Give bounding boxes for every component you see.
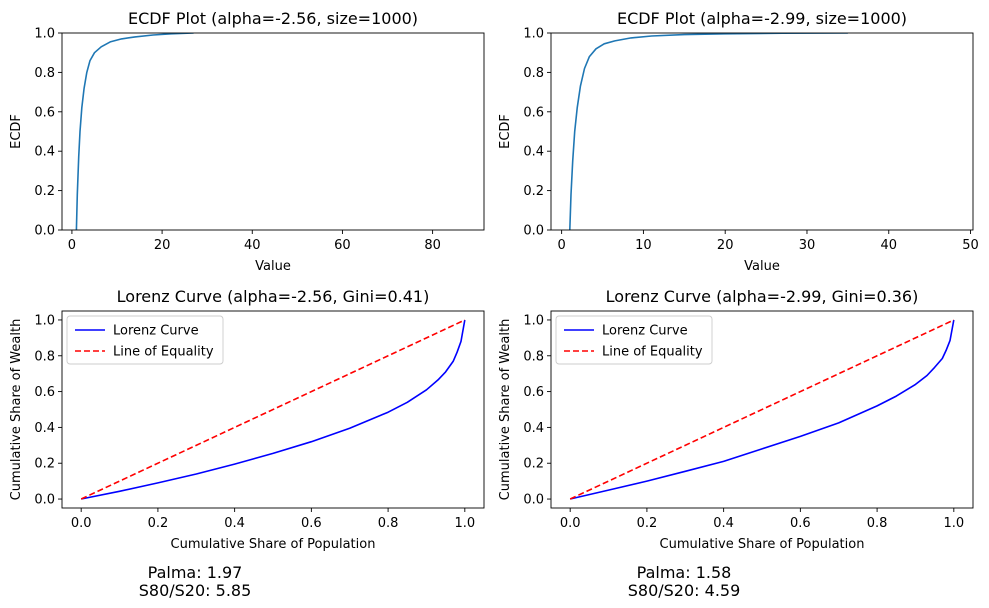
x-axis-label: Cumulative Share of Population <box>660 537 865 552</box>
y-tick-label: 0.6 <box>34 385 55 400</box>
y-axis-label: ECDF <box>9 114 24 149</box>
y-tick-label: 1.0 <box>523 27 544 42</box>
chart-title: ECDF Plot (alpha=-2.99, size=1000) <box>617 9 907 28</box>
legend: Lorenz Curve Line of Equality <box>555 315 713 365</box>
legend-entry: Line of Equality <box>602 345 703 360</box>
y-tick-label: 0.2 <box>523 457 544 472</box>
x-tick-label: 0.4 <box>713 516 734 531</box>
x-tick-label: 0 <box>557 238 565 253</box>
series-group <box>569 319 955 500</box>
stat-annotation: S80/S20: 4.59 <box>628 581 741 600</box>
y-tick-label: 0.2 <box>34 184 55 199</box>
chart-title: ECDF Plot (alpha=-2.56, size=1000) <box>128 9 418 28</box>
legend-entry: Lorenz Curve <box>113 324 199 339</box>
x-tick-label: 0.8 <box>867 516 888 531</box>
y-tick-label: 0.4 <box>34 145 55 160</box>
x-tick-label: 0.0 <box>71 516 92 531</box>
legend-box <box>555 315 713 365</box>
series-group <box>75 33 194 230</box>
x-tick-label: 0.2 <box>148 516 169 531</box>
series-line-line-of-equality <box>569 319 955 500</box>
series-line-line-of-equality <box>80 319 466 500</box>
axes-frame <box>61 310 485 509</box>
legend: Lorenz Curve Line of Equality <box>66 315 224 365</box>
series-group <box>569 33 848 230</box>
axes-frame <box>550 32 974 231</box>
y-tick-label: 0.6 <box>34 105 55 120</box>
y-tick-label: 0.6 <box>523 105 544 120</box>
y-tick-label: 0.8 <box>34 66 55 81</box>
series-line-ecdf <box>569 33 848 230</box>
y-tick-label: 1.0 <box>523 313 544 328</box>
y-tick-label: 1.0 <box>34 27 55 42</box>
y-tick-label: 0.2 <box>34 457 55 472</box>
x-axis-label: Cumulative Share of Population <box>171 537 376 552</box>
series-group <box>80 319 466 500</box>
x-tick-label: 40 <box>880 238 897 253</box>
y-tick-label: 0.0 <box>523 224 544 239</box>
subplot-1: 0 20 40 60 80 0.0 0.2 0.4 0.6 0.8 1.0 ECDF Plot (al… <box>9 9 485 274</box>
x-tick-label: 30 <box>799 238 816 253</box>
y-tick-label: 1.0 <box>34 313 55 328</box>
x-tick-label: 0.0 <box>560 516 581 531</box>
x-tick-label: 20 <box>717 238 734 253</box>
y-axis-label: Cumulative Share of Wealth <box>9 319 24 501</box>
series-line-lorenz-curve <box>570 319 955 500</box>
x-tick-label: 10 <box>635 238 652 253</box>
stat-annotation: S80/S20: 5.85 <box>139 581 252 600</box>
x-tick-label: 0.2 <box>637 516 658 531</box>
y-tick-label: 0.8 <box>34 349 55 364</box>
x-tick-label: 0.4 <box>224 516 245 531</box>
x-tick-label: 0 <box>68 238 76 253</box>
series-line-lorenz-curve <box>81 319 466 500</box>
y-tick-label: 0.4 <box>34 421 55 436</box>
chart-title: Lorenz Curve (alpha=-2.99, Gini=0.36) <box>606 287 919 306</box>
x-tick-label: 0.8 <box>378 516 399 531</box>
stat-annotation: Palma: 1.58 <box>637 563 732 582</box>
stat-annotation: Palma: 1.97 <box>148 563 243 582</box>
y-tick-label: 0.0 <box>523 493 544 508</box>
subplot-2: 0 10 20 30 40 50 0.0 0.2 0.4 0.6 0.8 1.0 ECDF Plot (… <box>498 9 979 274</box>
x-tick-label: 50 <box>962 238 979 253</box>
legend-entry: Lorenz Curve <box>602 324 688 339</box>
y-axis-label: ECDF <box>498 114 513 149</box>
x-axis-label: Value <box>255 259 291 274</box>
x-tick-label: 60 <box>334 238 351 253</box>
y-tick-label: 0.8 <box>523 66 544 81</box>
x-tick-label: 80 <box>424 238 441 253</box>
x-tick-label: 20 <box>154 238 171 253</box>
chart-title: Lorenz Curve (alpha=-2.56, Gini=0.41) <box>117 287 430 306</box>
y-tick-label: 0.0 <box>34 493 55 508</box>
x-tick-label: 40 <box>244 238 261 253</box>
y-tick-label: 0.2 <box>523 184 544 199</box>
y-tick-label: 0.4 <box>523 421 544 436</box>
y-tick-label: 0.8 <box>523 349 544 364</box>
y-axis-label: Cumulative Share of Wealth <box>498 319 513 501</box>
x-tick-label: 0.6 <box>301 516 322 531</box>
x-axis-label: Value <box>744 259 780 274</box>
x-tick-label: 1.0 <box>454 516 475 531</box>
x-tick-label: 0.6 <box>790 516 811 531</box>
subplot-4: 0.0 0.2 0.4 0.6 0.8 1.0 0.0 0.2 0.4 0.6 0.8 1.0 Lore… <box>498 287 974 600</box>
y-tick-label: 0.6 <box>523 385 544 400</box>
axes-frame <box>550 310 974 509</box>
subplot-3: 0.0 0.2 0.4 0.6 0.8 1.0 0.0 0.2 0.4 0.6 0.8 1.0 Lore… <box>9 287 485 600</box>
axes-frame <box>61 32 485 231</box>
x-tick-label: 1.0 <box>943 516 964 531</box>
legend-entry: Line of Equality <box>113 345 214 360</box>
y-tick-label: 0.4 <box>523 145 544 160</box>
y-tick-label: 0.0 <box>34 224 55 239</box>
series-line-ecdf <box>75 33 194 230</box>
legend-box <box>66 315 224 365</box>
